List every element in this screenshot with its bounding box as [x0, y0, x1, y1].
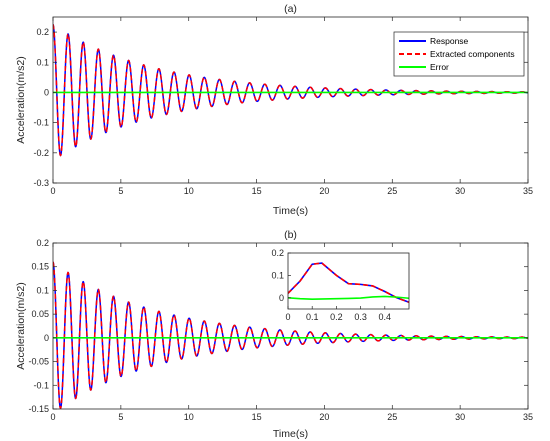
x-tick-label: 25 [387, 186, 397, 196]
x-tick-label: 5 [118, 412, 123, 422]
y-tick-label: 0.1 [36, 285, 49, 295]
inset-series-line-error [288, 295, 409, 300]
inset-x-tick-label: 0 [285, 312, 290, 322]
y-tick-label: 0.05 [31, 309, 49, 319]
x-tick-label: 25 [387, 412, 397, 422]
inset-x-tick-label: 0.1 [306, 312, 319, 322]
inset-chart: 0 0.1 0.2 0.3 0.4 0 0.1 0.2 [271, 248, 410, 322]
inset-y-tick-label: 0.1 [271, 270, 284, 280]
x-tick-label: 0 [50, 186, 55, 196]
y-tick-label: -0.2 [33, 148, 49, 158]
y-tick-label: 0.15 [31, 262, 49, 272]
y-tick-label: -0.05 [28, 357, 49, 367]
series-line-extracted-components [53, 24, 528, 157]
inset-y-tick-label: 0.2 [271, 248, 284, 258]
chart-panel-a: (a) 0 5 10 15 20 25 30 35 -0.3 -0.2 -0.1 0 0.1 0.2 Time… [15, 3, 533, 217]
y-tick-label: -0.3 [33, 178, 49, 188]
chart-panel-b: (b)0 5 10 15 20 25 30 35-0.15-0.1-0.0500.050.10… [15, 229, 533, 440]
x-tick-label: 10 [184, 412, 194, 422]
legend-entry-label: Response [430, 36, 469, 46]
y-axis-label: Acceleration(m/s2) [15, 282, 27, 370]
x-tick-label: 5 [118, 186, 123, 196]
y-tick-label: 0.1 [36, 57, 49, 67]
inset-y-tick-label: 0 [279, 293, 284, 303]
x-tick-label: 35 [523, 186, 533, 196]
x-tick-label: 35 [523, 412, 533, 422]
x-tick-label: 20 [319, 186, 329, 196]
y-axis-label: Acceleration(m/s2) [15, 56, 27, 144]
y-tick-label: -0.15 [28, 404, 49, 414]
legend-entry-label: Extracted components [430, 49, 515, 59]
x-tick-label: 0 [50, 412, 55, 422]
y-tick-label: 0.2 [36, 238, 49, 248]
series-line-extracted-components [53, 261, 528, 409]
legend: Response Extracted components Error [393, 31, 525, 77]
x-tick-label: 15 [252, 412, 262, 422]
chart-title: (a) [284, 3, 297, 15]
x-axis-label: Time(s) [273, 205, 308, 217]
x-tick-label: 30 [455, 186, 465, 196]
x-tick-label: 30 [455, 412, 465, 422]
axes-box [52, 242, 529, 410]
axes-box [52, 16, 529, 184]
inset-axes-box [287, 252, 410, 310]
y-tick-label: 0 [44, 333, 49, 343]
plot-area [53, 261, 528, 409]
y-tick-label: -0.1 [33, 380, 49, 390]
y-tick-label: 0.2 [36, 27, 49, 37]
inset-x-tick-label: 0.4 [379, 312, 392, 322]
x-tick-label: 10 [184, 186, 194, 196]
inset-x-tick-label: 0.2 [330, 312, 343, 322]
x-tick-label: 15 [252, 186, 262, 196]
inset-x-tick-label: 0.3 [354, 312, 367, 322]
chart-title: (b) [284, 229, 297, 241]
inset-series-line-extracted-components [288, 262, 409, 304]
x-axis-label: Time(s) [273, 428, 308, 440]
y-tick-label: -0.1 [33, 118, 49, 128]
y-tick-label: 0 [44, 87, 49, 97]
x-tick-label: 20 [319, 412, 329, 422]
legend-entry-label: Error [430, 62, 449, 72]
plot-area [53, 24, 528, 157]
